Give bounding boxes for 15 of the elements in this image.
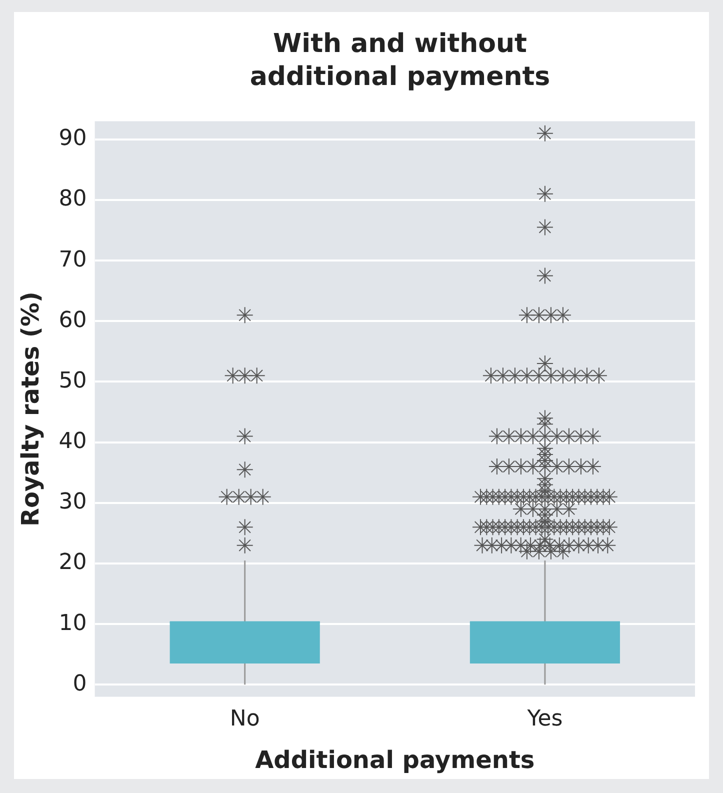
x-axis-title: Additional payments <box>255 746 535 774</box>
x-tick-label: No <box>230 706 260 732</box>
y-tick-label: 30 <box>58 490 87 515</box>
y-tick-label: 10 <box>58 610 87 636</box>
x-tick-label: Yes <box>526 706 563 732</box>
y-tick-label: 40 <box>58 429 87 454</box>
y-tick-label: 70 <box>58 247 87 272</box>
y-tick-label: 60 <box>58 308 87 333</box>
y-tick-label: 0 <box>72 671 87 696</box>
y-tick-label: 90 <box>58 126 87 152</box>
y-tick-label: 80 <box>58 186 87 212</box>
y-axis-title: Royalty rates (%) <box>16 292 45 526</box>
chart-title: With and without additional payments <box>248 28 552 94</box>
y-tick-label: 20 <box>58 550 87 576</box>
y-tick-label: 50 <box>58 368 87 394</box>
